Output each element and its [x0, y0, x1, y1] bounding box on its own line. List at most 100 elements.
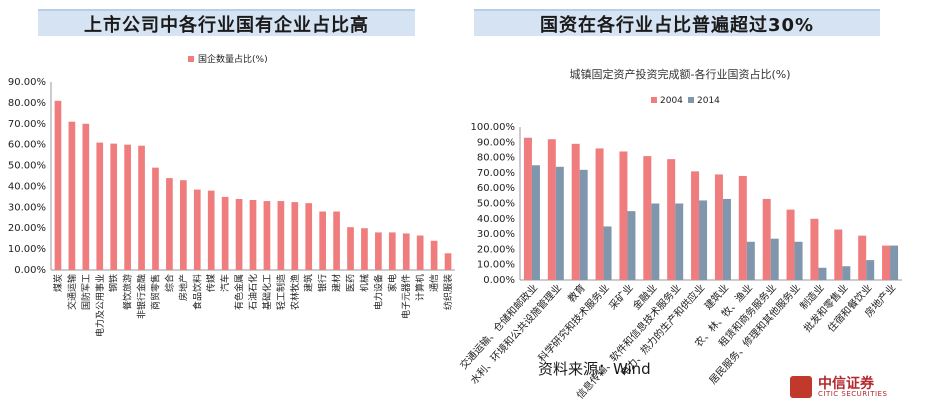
left-bar [388, 232, 396, 270]
source-note: 资料来源：Wind [538, 360, 651, 378]
left-x-tick-label: 医药 [346, 274, 357, 292]
left-bar [402, 233, 410, 270]
left-x-tick-label: 建筑 [303, 274, 315, 292]
left-x-tick-label: 餐饮旅游 [122, 274, 134, 310]
right-y-tick-label: 0.00% [483, 275, 515, 286]
left-bar [263, 201, 271, 270]
left-chart-header-title: 上市公司中各行业国有企业占比高 [84, 14, 369, 36]
left-x-tick-label: 汽车 [219, 274, 231, 292]
right-y-tick-label: 20.00% [477, 244, 515, 255]
left-x-tick-label: 轻工制造 [275, 274, 287, 310]
left-bar [193, 189, 201, 270]
left-bar [110, 143, 118, 270]
right-bar-2004 [786, 209, 795, 280]
logo-english: CITIC SECURITIES [818, 389, 888, 398]
left-bar [221, 196, 229, 270]
right-x-tick-label: 教育 [565, 281, 588, 305]
left-y-tick-label: 20.00% [8, 223, 46, 234]
right-bar-2004 [595, 148, 604, 280]
left-bar [361, 228, 368, 270]
right-bar-2014 [770, 238, 779, 280]
right-chart-title: 城镇固定资产投资完成额-各行业国资占比(%) [569, 67, 790, 81]
left-bar [166, 178, 173, 270]
left-bar [180, 180, 187, 270]
left-bar [235, 198, 243, 270]
left-y-tick-label: 60.00% [8, 140, 46, 151]
left-bar [375, 232, 382, 270]
right-bar-2014 [746, 241, 755, 280]
left-bar [54, 100, 62, 270]
left-y-tick-label: 70.00% [8, 119, 46, 130]
right-bar-2014 [603, 226, 612, 280]
left-x-tick-label: 农林牧渔 [289, 274, 301, 310]
right-bar-2014 [531, 165, 540, 280]
left-x-tick-label: 家电 [386, 274, 398, 292]
right-bar-2014 [627, 211, 636, 280]
left-y-tick-label: 10.00% [8, 244, 46, 255]
left-bar [207, 190, 215, 270]
right-bar-2014 [555, 166, 564, 280]
right-legend-swatch-2014 [688, 97, 694, 103]
right-bar-2004 [667, 159, 676, 280]
left-x-tick-label: 基础化工 [261, 274, 273, 310]
left-bar [124, 144, 131, 270]
left-x-tick-label: 综合 [163, 274, 175, 292]
right-bar-2014 [794, 241, 803, 280]
left-bar [277, 201, 285, 270]
left-x-tick-label: 钢铁 [108, 274, 120, 292]
right-legend-swatch-2004 [651, 97, 657, 103]
right-bar-2014 [866, 260, 875, 280]
right-chart-header: 国资在各行业占比普遍超过30% [474, 9, 880, 36]
left-y-tick-label: 0.00% [14, 265, 46, 276]
left-x-tick-label: 电力及公用事业 [94, 274, 106, 337]
left-y-tick-label: 90.00% [8, 77, 46, 88]
right-bar-2004 [714, 174, 723, 280]
right-legend-label-2014: 2014 [697, 96, 720, 106]
right-bar-2014 [890, 245, 899, 280]
left-bar [291, 202, 299, 270]
left-x-tick-label: 交通运输 [66, 274, 78, 310]
left-x-tick-label: 计算机 [414, 274, 426, 301]
right-y-tick-label: 50.00% [477, 199, 515, 210]
left-y-tick-label: 40.00% [8, 181, 46, 192]
right-chart-header-title: 国资在各行业占比普遍超过30% [539, 14, 815, 36]
left-x-tick-label: 煤炭 [52, 274, 64, 292]
right-bar-2014 [579, 169, 588, 280]
right-bar-2004 [738, 175, 747, 280]
left-bar [138, 145, 145, 270]
right-bar-2014 [675, 203, 684, 280]
left-x-tick-label: 电力设备 [372, 274, 384, 310]
right-y-tick-label: 60.00% [477, 183, 515, 194]
right-x-tick-label: 采矿业 [606, 281, 636, 312]
left-x-tick-label: 机械 [358, 274, 370, 292]
right-y-tick-label: 100.00% [471, 122, 516, 133]
left-bar [96, 142, 104, 270]
right-y-tick-label: 10.00% [477, 260, 515, 271]
right-bar-2004 [762, 198, 771, 280]
right-bar-2004 [834, 229, 843, 280]
right-bar-2004 [643, 156, 652, 280]
left-x-tick-label: 石油石化 [247, 274, 259, 310]
right-bar-2004 [810, 218, 819, 280]
right-bar-2004 [571, 143, 580, 280]
logo-name: 中信证券 [818, 375, 874, 392]
left-bar [249, 200, 257, 270]
right-y-tick-label: 30.00% [477, 229, 515, 240]
left-bar [347, 227, 354, 270]
citic-logo-icon [790, 376, 812, 398]
left-bar [333, 211, 340, 270]
right-bar-2004 [691, 171, 700, 280]
left-x-tick-label: 房地产 [177, 274, 189, 301]
right-bar-2014 [699, 200, 708, 280]
left-bar [444, 253, 452, 270]
left-x-tick-label: 纺织服装 [442, 274, 454, 310]
left-y-tick-label: 30.00% [8, 202, 46, 213]
citic-logo: 中信证券 CITIC SECURITIES [790, 376, 887, 398]
right-bar-2004 [523, 137, 532, 280]
right-y-tick-label: 70.00% [477, 168, 515, 179]
left-chart-header: 上市公司中各行业国有企业占比高 [38, 9, 415, 36]
left-x-tick-label: 传媒 [205, 274, 217, 292]
left-bar [68, 121, 76, 270]
right-y-tick-label: 80.00% [477, 153, 515, 164]
